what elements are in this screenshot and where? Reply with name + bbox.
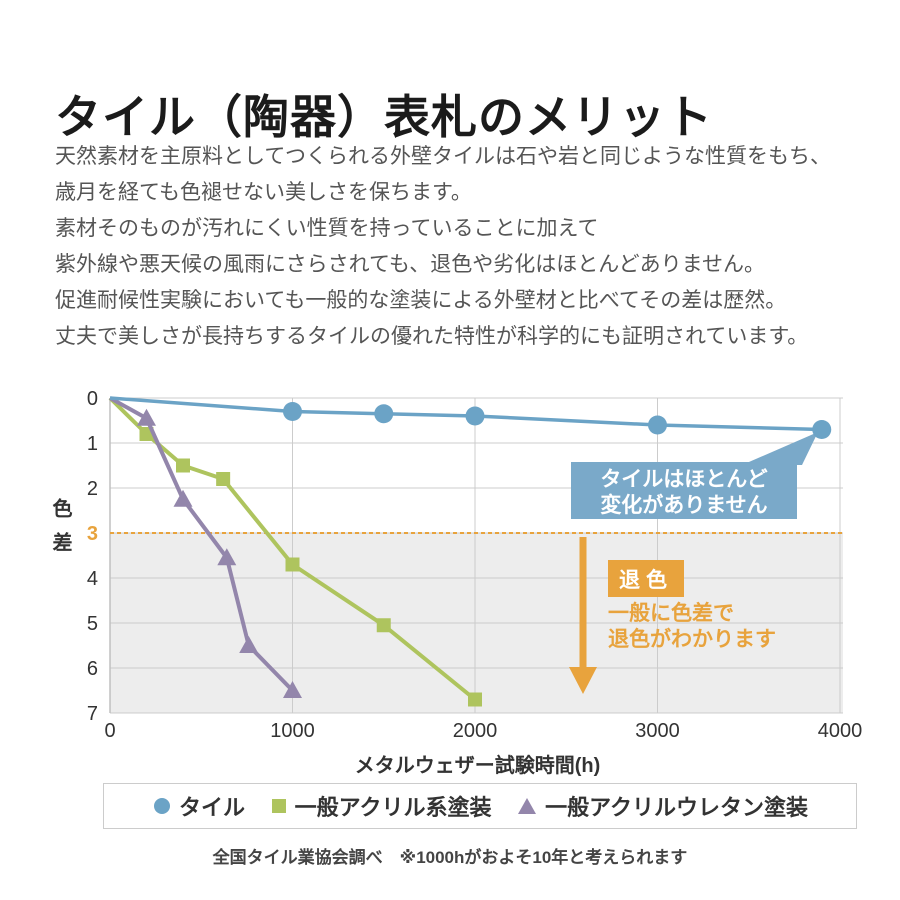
fade-badge-label: 退色 xyxy=(619,568,673,592)
fade-note-line: 一般に色差で xyxy=(608,601,734,625)
data-point-triangle xyxy=(283,681,302,698)
legend-label: 一般アクリル系塗装 xyxy=(294,795,492,820)
legend-item-tile: タイル xyxy=(154,790,245,822)
x-axis-label: メタルウェザー試験時間(h) xyxy=(354,755,601,777)
page-title: タイル（陶器）表札のメリット xyxy=(55,91,713,143)
tile-callout-tail xyxy=(742,432,818,465)
y-tick-label: 6 xyxy=(87,658,98,680)
data-point-circle xyxy=(648,415,667,435)
data-point-square xyxy=(176,458,190,473)
data-point-square xyxy=(468,692,482,707)
y-tick-label: 5 xyxy=(87,613,98,635)
series-line-0 xyxy=(109,396,822,432)
data-point-triangle xyxy=(239,636,259,653)
fade-arrow-shaft xyxy=(579,537,587,668)
source-footnote: 全国タイル業協会調べ ※1000hがおよそ10年と考えられます xyxy=(212,848,688,867)
x-tick-label: 4000 xyxy=(818,720,863,742)
x-tick-label: 0 xyxy=(104,720,115,742)
body-line: 紫外線や悪天候の風雨にさらされても、退色や劣化はほとんどありません。 xyxy=(55,253,766,276)
body-line: 丈夫で美しさが長持ちするタイルの優れた特性が科学的にも証明されています。 xyxy=(55,325,809,348)
fade-badge xyxy=(608,560,684,597)
y-tick-label: 7 xyxy=(87,703,98,725)
legend-label: 一般アクリルウレタン塗装 xyxy=(545,795,808,820)
data-point-square xyxy=(285,557,300,572)
body-line: 素材そのものが汚れにくい性質を持っていることに加えて xyxy=(55,217,599,240)
y-tick-label: 1 xyxy=(87,433,98,455)
acrylic-square-icon xyxy=(271,799,286,813)
chart-legend: タイル 一般アクリル系塗装 一般アクリルウレタン塗装 xyxy=(103,783,857,829)
body-line: 歳月を経ても色褪せない美しさを保ちます。 xyxy=(55,181,472,204)
data-point-square xyxy=(376,618,391,633)
data-point-circle xyxy=(374,404,394,424)
y-tick-label: 2 xyxy=(87,478,98,500)
legend-label: タイル xyxy=(179,795,246,820)
data-point-square xyxy=(216,472,231,486)
body-line: 天然素材を主原料としてつくられる外壁タイルは石や岩と同じような性質をもち、 xyxy=(55,145,831,168)
intro-paragraph: 天然素材を主原料としてつくられる外壁タイルは石や岩と同じような性質をもち、 歳月… xyxy=(55,139,831,355)
legend-item-acrylic: 一般アクリル系塗装 xyxy=(271,790,492,822)
tile-callout-line: タイルはほとんど xyxy=(600,468,767,491)
x-tick-label: 3000 xyxy=(635,720,680,742)
fade-note-line: 退色がわかります xyxy=(608,627,776,651)
urethane-triangle-icon xyxy=(518,798,537,814)
data-point-triangle xyxy=(217,548,237,566)
tile-callout-box xyxy=(571,462,797,519)
y-tick-label: 4 xyxy=(87,568,98,590)
fade-arrow-head xyxy=(569,667,597,694)
body-line: 促進耐候性実験においても一般的な塗装による外壁材と比べてその差は歴然。 xyxy=(55,289,787,312)
tile-circle-icon xyxy=(154,798,170,814)
x-tick-label: 2000 xyxy=(453,720,498,742)
y-tick-label: 0 xyxy=(87,388,98,410)
tile-callout-line: 変化がありません xyxy=(600,493,767,517)
y-tick-label: 3 xyxy=(87,523,98,545)
data-point-triangle xyxy=(137,408,156,426)
x-tick-label: 1000 xyxy=(270,720,315,742)
data-point-triangle xyxy=(173,489,193,507)
legend-item-urethane: 一般アクリルウレタン塗装 xyxy=(518,790,808,822)
data-point-circle xyxy=(283,402,302,421)
y-axis-label: 色差 xyxy=(49,498,71,566)
data-point-circle xyxy=(465,406,485,426)
data-point-circle xyxy=(812,420,832,439)
